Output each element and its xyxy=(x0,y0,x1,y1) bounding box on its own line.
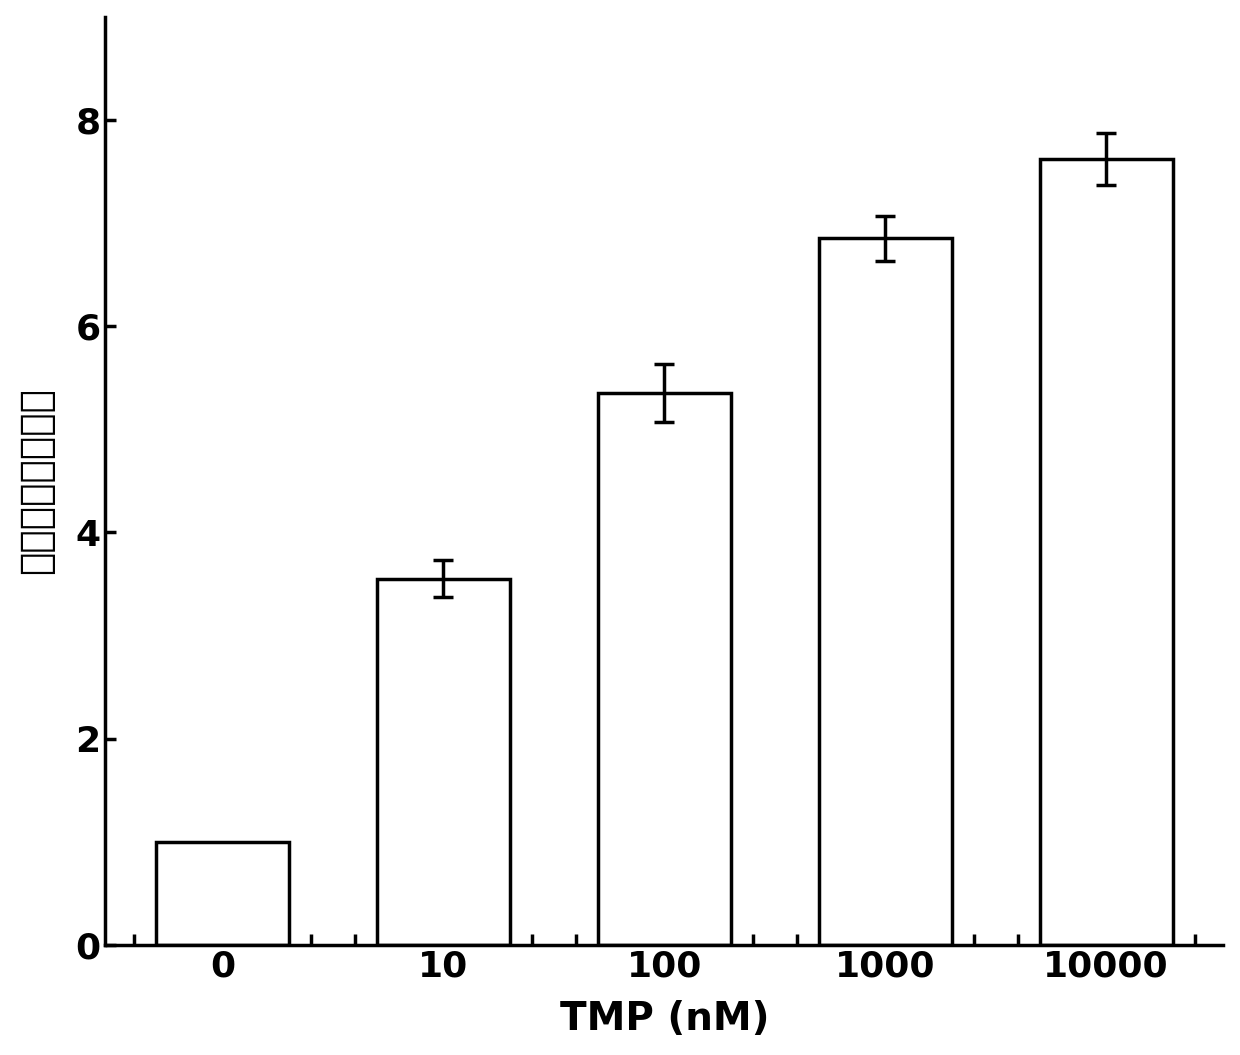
Y-axis label: 相对平均荧光强度: 相对平均荧光强度 xyxy=(16,387,55,574)
X-axis label: TMP (nM): TMP (nM) xyxy=(559,1000,769,1038)
Bar xyxy=(598,394,730,945)
Bar xyxy=(377,579,510,945)
Bar xyxy=(820,238,951,945)
Bar xyxy=(156,842,289,945)
Bar xyxy=(1040,159,1173,945)
